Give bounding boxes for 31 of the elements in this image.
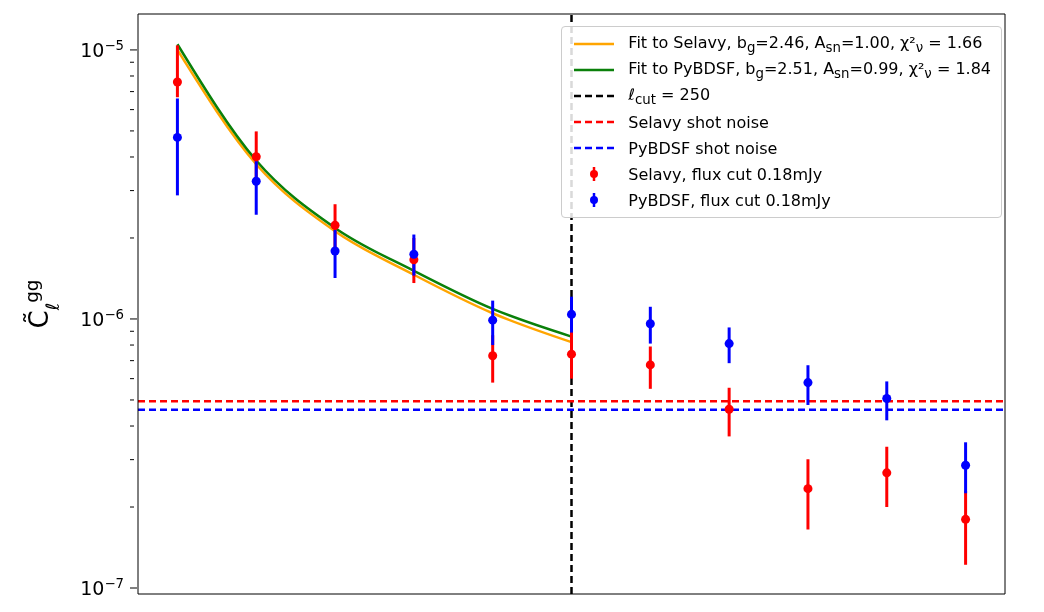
point bbox=[172, 132, 182, 142]
text: ℓ$_{cut}$ = 250 bbox=[628, 84, 711, 108]
point bbox=[488, 351, 498, 361]
legend-label: Fit to PyBDSF, b$_{g}$=2.51, A$_{sn}$=0.99, χ²$_{ν}$ = 1.84 bbox=[628, 58, 991, 82]
legend-label: Selavy, flux cut 0.18mJy bbox=[628, 164, 823, 184]
point bbox=[961, 514, 971, 524]
legend-label: PyBDSF, flux cut 0.18mJy bbox=[628, 190, 831, 210]
y-tick-label: 10$^{−5}$ bbox=[80, 37, 124, 61]
point bbox=[409, 249, 419, 259]
point bbox=[724, 339, 734, 349]
point bbox=[566, 309, 577, 319]
point bbox=[961, 460, 971, 470]
point bbox=[803, 484, 813, 494]
point bbox=[251, 152, 261, 162]
point bbox=[330, 246, 340, 256]
point bbox=[330, 220, 340, 230]
y-tick-label: 10$^{−6}$ bbox=[80, 306, 124, 330]
point bbox=[645, 360, 655, 370]
y-tick-label: 10$^{−7}$ bbox=[80, 575, 124, 600]
point bbox=[724, 404, 734, 414]
point bbox=[172, 77, 182, 87]
point bbox=[645, 319, 655, 329]
point bbox=[882, 468, 892, 478]
point bbox=[566, 349, 577, 359]
legend-label: Fit to Selavy, b$_{g}$=2.46, A$_{sn}$=1.00, χ²$_{ν}$ = 1.66 bbox=[628, 32, 983, 56]
legend-label: Selavy shot noise bbox=[628, 112, 769, 132]
point bbox=[803, 378, 813, 388]
point bbox=[251, 176, 261, 186]
point bbox=[488, 315, 498, 325]
point bbox=[882, 394, 892, 404]
legend-label: PyBDSF shot noise bbox=[628, 138, 778, 158]
